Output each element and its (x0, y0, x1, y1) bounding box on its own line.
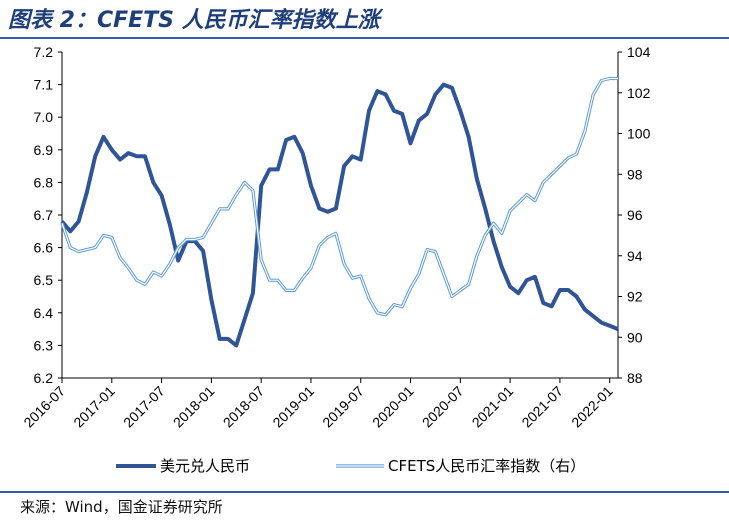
right-tick-label: 102 (627, 85, 651, 101)
left-tick-label: 7.2 (34, 44, 54, 60)
legend-label-cfets: CFETS人民币汇率指数（右） (388, 457, 585, 475)
x-tick-label: 2017-07 (120, 383, 168, 431)
left-tick-label: 6.3 (34, 337, 54, 353)
legend-label-usdcny: 美元兑人民币 (160, 457, 250, 475)
legend: 美元兑人民币 CFETS人民币汇率指数（右） (116, 457, 585, 475)
x-tick-label: 2020-07 (419, 383, 467, 431)
left-tick-label: 6.8 (34, 174, 54, 190)
source-divider (0, 491, 729, 493)
left-tick-label: 6.9 (34, 142, 54, 158)
left-tick-label: 6.2 (34, 370, 54, 386)
right-tick-label: 100 (627, 126, 651, 142)
series-cfets-line-core (61, 77, 618, 316)
series-lines (60, 76, 619, 348)
x-tick-label: 2021-07 (518, 383, 566, 431)
x-tick-label: 2017-01 (70, 383, 118, 431)
title-divider (0, 37, 729, 39)
x-tick-label: 2022-01 (568, 383, 616, 431)
right-tick-label: 104 (627, 44, 651, 60)
x-tick-label: 2018-01 (170, 383, 218, 431)
left-tick-label: 6.5 (34, 272, 54, 288)
x-tick-label: 2016-07 (20, 383, 68, 431)
x-tick-label: 2019-07 (319, 383, 367, 431)
left-tick-label: 6.6 (34, 240, 54, 256)
series-usdcny-line (60, 82, 619, 348)
x-tick-label: 2021-01 (469, 383, 517, 431)
source-note: 来源：Wind，国金证券研究所 (20, 498, 223, 516)
left-tick-label: 6.4 (34, 305, 54, 321)
left-tick-label: 6.7 (34, 207, 54, 223)
right-tick-label: 88 (627, 370, 643, 386)
right-tick-label: 92 (627, 289, 643, 305)
x-tick-label: 2020-01 (369, 383, 417, 431)
left-tick-label: 7.0 (34, 109, 54, 125)
right-tick-label: 90 (627, 329, 643, 345)
right-tick-label: 94 (627, 248, 643, 264)
left-tick-label: 7.1 (34, 77, 54, 93)
x-tick-label: 2019-01 (269, 383, 317, 431)
right-tick-label: 96 (627, 207, 643, 223)
right-tick-label: 98 (627, 166, 643, 182)
page-title: 图表 2：CFETS 人民币汇率指数上涨 (8, 8, 380, 33)
x-tick-label: 2018-07 (220, 383, 268, 431)
